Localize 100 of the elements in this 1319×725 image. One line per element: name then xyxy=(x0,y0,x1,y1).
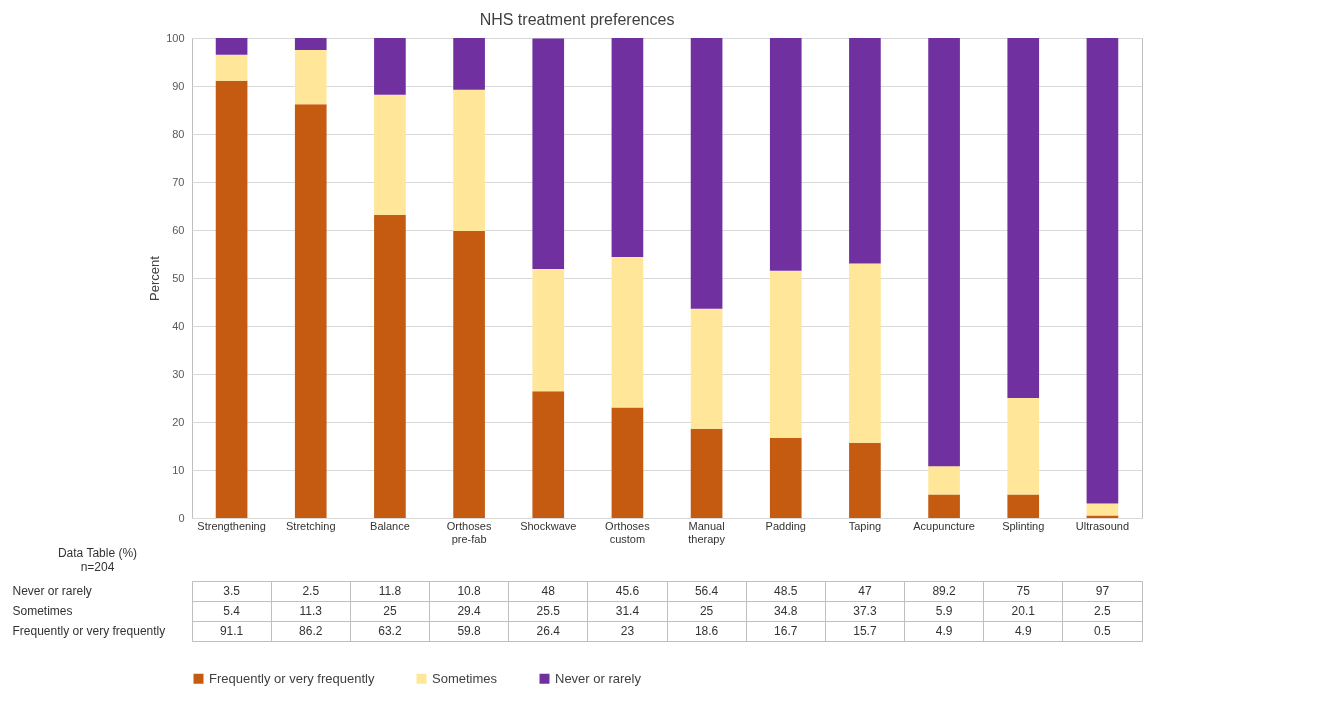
data-label: 26.4 xyxy=(536,624,561,638)
bar xyxy=(374,94,406,215)
y-tick-label: 40 xyxy=(172,319,185,332)
bar xyxy=(928,38,960,467)
bar xyxy=(294,38,327,50)
legend-label: Sometimes xyxy=(432,670,498,686)
text: Never or rarely xyxy=(12,584,92,598)
y-tick-label: 20 xyxy=(172,415,185,428)
bar xyxy=(215,80,248,518)
data-label: 4.9 xyxy=(935,624,953,638)
bar xyxy=(374,38,406,95)
legend-label: Frequently or very frequently xyxy=(209,670,375,686)
text: n=204 xyxy=(80,559,115,574)
data-label: 47 xyxy=(858,584,872,598)
bar xyxy=(215,38,248,55)
data-label: 3.5 xyxy=(223,584,241,598)
bar xyxy=(611,256,644,408)
data-label: 4.9 xyxy=(1014,624,1032,638)
data-label: 25 xyxy=(699,604,714,618)
y-axis-title: Percent xyxy=(147,255,163,301)
text: Sometimes xyxy=(12,604,73,618)
data-label: 16.7 xyxy=(774,624,798,638)
data-label: 89.2 xyxy=(932,584,957,598)
data-label: 2.5 xyxy=(302,584,320,598)
bar xyxy=(769,38,802,271)
data-label: 25.5 xyxy=(536,604,561,618)
bar xyxy=(769,270,802,438)
x-tick-label: Stretching xyxy=(285,519,336,532)
data-label: 0.5 xyxy=(1094,624,1112,638)
bar xyxy=(374,214,406,518)
bar xyxy=(1086,503,1119,516)
bar xyxy=(294,104,327,518)
data-label: 63.2 xyxy=(378,624,402,638)
x-tick-label: Ultrasound xyxy=(1075,519,1130,532)
data-label: 91.1 xyxy=(219,624,244,638)
bar xyxy=(849,38,881,264)
data-label: 45.6 xyxy=(615,584,640,598)
data-label: 11.8 xyxy=(378,584,402,598)
y-tick-label: 10 xyxy=(172,463,185,476)
data-label: 86.2 xyxy=(299,624,323,638)
data-label: 59.8 xyxy=(457,624,482,638)
data-label: 5.4 xyxy=(223,604,241,618)
data-label: 18.6 xyxy=(694,624,719,638)
data-label: 97 xyxy=(1095,584,1110,598)
text: Data Table (%) xyxy=(57,545,138,560)
bar xyxy=(849,442,881,518)
x-tick-label: Balance xyxy=(370,519,410,532)
bar xyxy=(769,437,802,518)
x-tick-label: Shockwave xyxy=(520,519,577,532)
bar xyxy=(294,50,327,105)
data-label: 75 xyxy=(1016,584,1031,598)
bar xyxy=(611,38,644,257)
bar xyxy=(453,38,485,90)
data-label: 37.3 xyxy=(853,604,877,618)
data-label: 5.9 xyxy=(935,604,953,618)
text: Frequently or very frequently xyxy=(12,624,166,638)
legend-label: Never or rarely xyxy=(555,670,642,686)
x-tick-label: Taping xyxy=(848,519,882,532)
bar xyxy=(1007,494,1040,518)
data-label: 31.4 xyxy=(615,604,640,618)
data-label: 11.3 xyxy=(299,604,323,618)
data-label: 10.8 xyxy=(457,584,482,598)
x-tick-label: Orthoses custom xyxy=(605,519,651,545)
bar xyxy=(849,263,881,443)
y-tick-label: 70 xyxy=(172,175,185,188)
bar xyxy=(611,407,644,518)
data-label: 15.7 xyxy=(853,624,877,638)
bar xyxy=(928,494,960,518)
data-label: 48 xyxy=(541,584,556,598)
x-tick-label: Acupuncture xyxy=(913,519,975,532)
data-label: 48.5 xyxy=(774,584,798,598)
bar xyxy=(453,230,485,518)
y-tick-label: 90 xyxy=(172,79,185,92)
x-tick-label: Padding xyxy=(765,519,806,532)
bar xyxy=(532,268,565,392)
bar xyxy=(215,54,248,81)
bar xyxy=(690,428,723,518)
y-tick-label: 80 xyxy=(172,127,185,140)
bar xyxy=(928,466,960,495)
y-tick-label: 50 xyxy=(172,271,185,284)
x-tick-label: Splinting xyxy=(1002,519,1045,532)
bar xyxy=(532,38,565,269)
data-label: 34.8 xyxy=(774,604,798,618)
x-tick-label: Orthoses pre-fab xyxy=(446,519,492,545)
x-tick-label: Strengthening xyxy=(197,519,266,532)
data-label: 2.5 xyxy=(1094,604,1112,618)
data-label: 56.4 xyxy=(694,584,719,598)
data-label: 25 xyxy=(383,604,397,618)
bar xyxy=(532,391,565,518)
data-label: 20.1 xyxy=(1011,604,1036,618)
x-tick-label: Manual therapy xyxy=(688,519,726,545)
bar xyxy=(690,38,723,309)
y-tick-label: 0 xyxy=(178,511,185,524)
data-label: 23 xyxy=(620,624,635,638)
bar xyxy=(1007,38,1040,398)
data-label: 29.4 xyxy=(457,604,482,618)
bar xyxy=(690,308,723,429)
bar xyxy=(1086,38,1119,504)
y-tick-label: 100 xyxy=(166,31,185,44)
y-tick-label: 60 xyxy=(172,223,185,236)
